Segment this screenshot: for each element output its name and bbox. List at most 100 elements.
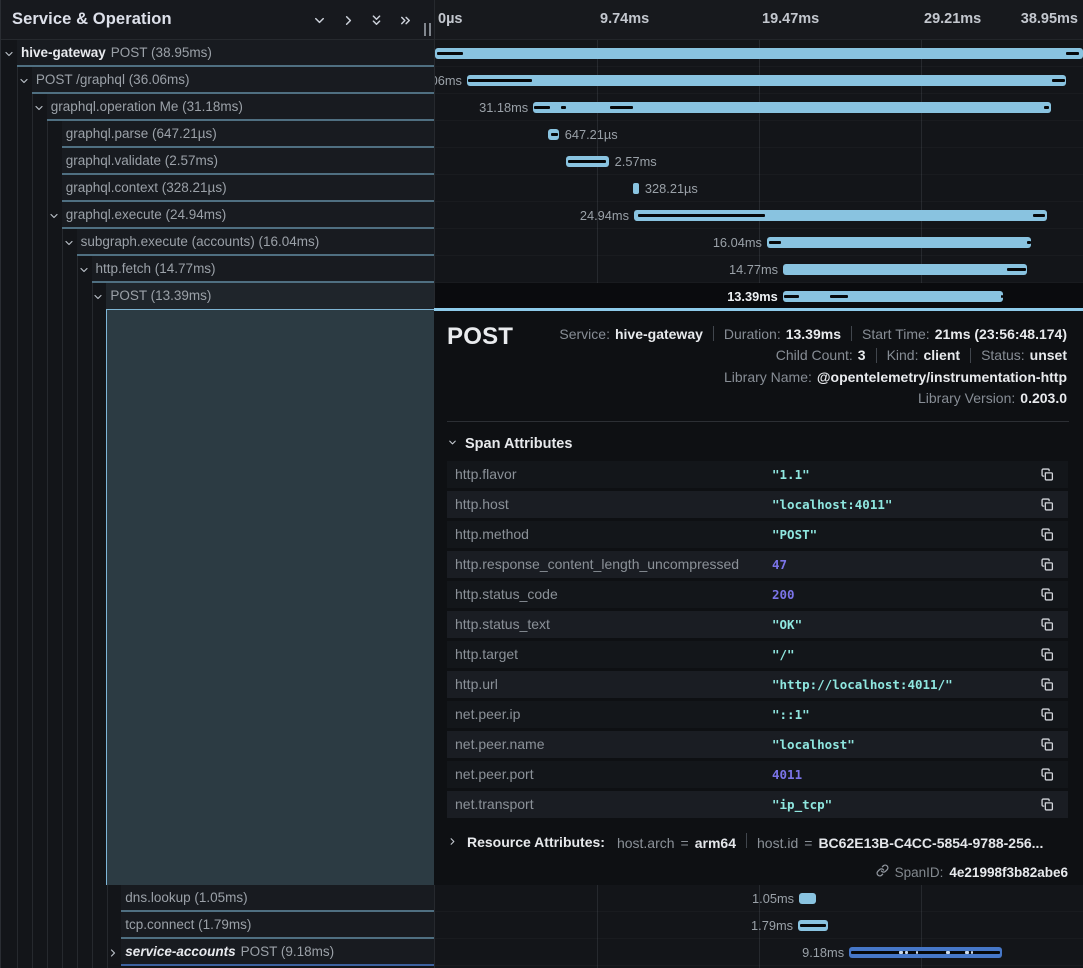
span-attributes-table: http.flavor "1.1" http.host "localhost:4011… [447, 461, 1068, 821]
chevron-right-icon [447, 834, 467, 850]
span-attributes-header[interactable]: Span Attributes [447, 435, 572, 453]
span-row-post-graphql[interactable]: POST /graphql (36.06ms) [31, 67, 434, 94]
span-bar[interactable] [633, 210, 1047, 221]
row-separator [434, 93, 1083, 94]
span-bar[interactable] [799, 893, 817, 904]
resource-attributes-summary: host.arch = arm64 host.id = BC62E13B-C4CC-585… [616, 832, 1043, 851]
timeline-header: 0µs 9.74ms 19.47ms 29.21ms 38.95ms [434, 0, 1083, 40]
span-row-graphql-validate[interactable]: graphql.validate (2.57ms) [61, 148, 434, 175]
copy-icon[interactable] [1041, 648, 1054, 661]
duration-label: 1.79ms [751, 918, 794, 933]
copy-icon[interactable] [1041, 528, 1054, 541]
critical-path-segment [550, 133, 558, 136]
span-detail-title: POST [447, 323, 514, 350]
detail-meta-line: Library Version: 0.203.0 [918, 389, 1067, 408]
service-name: service-accounts [125, 944, 236, 959]
chevron-down-icon[interactable] [78, 264, 90, 276]
duration-label: 9.18ms [802, 945, 845, 960]
attribute-key: http.url [455, 676, 498, 692]
critical-path-segment [436, 52, 463, 55]
span-bar[interactable] [533, 102, 1051, 113]
service-name: hive-gateway [21, 45, 106, 60]
duration-label: 16.04ms [712, 235, 762, 250]
meta-label: Status: [981, 347, 1025, 363]
chevron-down-icon[interactable] [48, 210, 60, 222]
critical-path-segment [567, 160, 607, 163]
meta-value: 13.39ms [785, 325, 841, 342]
chevron-down-icon[interactable] [63, 237, 75, 249]
span-bar[interactable] [435, 48, 1083, 59]
indent-guide [17, 67, 19, 968]
span-bar[interactable] [782, 291, 1004, 302]
duration-label: 14.77ms [728, 262, 779, 277]
span-id-label: SpanID: [894, 864, 944, 880]
span-bar[interactable] [466, 75, 1066, 86]
copy-icon[interactable] [1041, 708, 1054, 721]
child-marker [904, 951, 908, 954]
column-resizer-handle[interactable] [424, 23, 435, 37]
attribute-value: 200 [772, 587, 795, 602]
attribute-row: net.peer.ip "::1" [447, 701, 1068, 728]
span-bar[interactable] [783, 264, 1028, 275]
span-row-label: tcp.connect (1.79ms) [125, 917, 252, 932]
expand-all-icon[interactable] [398, 13, 413, 28]
copy-icon[interactable] [1041, 558, 1054, 571]
chevron-down-icon[interactable] [3, 48, 15, 60]
attribute-key: net.peer.name [455, 736, 545, 752]
span-row-graphql-operation-me[interactable]: graphql.operation Me (31.18ms) [46, 94, 434, 121]
chevron-down-icon[interactable] [33, 102, 45, 114]
equals-sign: = [680, 834, 689, 851]
span-row-post[interactable]: hive-gateway POST (38.95ms) [17, 40, 434, 67]
critical-path-segment [610, 106, 633, 109]
span-row-graphql-context[interactable]: graphql.context (328.21µs) [61, 175, 434, 202]
chevron-right-icon[interactable] [107, 947, 119, 959]
copy-icon[interactable] [1041, 468, 1054, 481]
resource-key: host.arch [616, 834, 675, 851]
link-icon [876, 864, 889, 880]
left-edge-line [0, 0, 1, 968]
names-header-title: Service & Operation [12, 10, 172, 28]
attribute-value: "http://localhost:4011/" [772, 677, 953, 692]
tick-label: 9.74ms [600, 11, 650, 27]
duration-label: 13.39ms [727, 289, 778, 304]
copy-icon[interactable] [1041, 498, 1054, 511]
names-header: Service & Operation [0, 0, 434, 40]
resource-value: arm64 [694, 834, 736, 851]
span-detail-panel: POST Service: hive-gateway Duration: 13.39m… [434, 308, 1083, 885]
row-separator [434, 965, 1083, 966]
critical-path-segment [1052, 79, 1066, 82]
chevron-down-icon[interactable] [18, 75, 30, 87]
span-bar[interactable] [633, 183, 639, 194]
resource-attributes-row[interactable]: Resource Attributes: host.arch = arm64 host… [447, 832, 1043, 851]
span-row-tcp-connect[interactable]: tcp.connect (1.79ms) [121, 912, 434, 939]
span-row-http-fetch[interactable]: http.fetch (14.77ms) [91, 256, 434, 283]
detail-row-accent-block [106, 309, 434, 885]
span-row-subgraph-execute-accounts-[interactable]: subgraph.execute (accounts) (16.04ms) [76, 229, 434, 256]
span-bar[interactable] [766, 237, 1032, 248]
collapse-all-icon[interactable] [369, 13, 384, 28]
chevron-down-icon[interactable] [92, 291, 104, 303]
span-row-post[interactable]: service-accounts POST (9.18ms) [121, 939, 434, 966]
row-separator [434, 120, 1083, 121]
indent-guide [62, 229, 64, 968]
attribute-row: http.url "http://localhost:4011/" [447, 671, 1068, 698]
attribute-row: http.host "localhost:4011" [447, 491, 1068, 518]
span-row-graphql-parse[interactable]: graphql.parse (647.21µs) [61, 121, 434, 148]
collapse-one-icon[interactable] [312, 13, 327, 28]
copy-icon[interactable] [1041, 678, 1054, 691]
copy-icon[interactable] [1041, 768, 1054, 781]
span-row-post[interactable]: POST (13.39ms) [106, 283, 434, 310]
attribute-value: 47 [772, 557, 788, 572]
copy-icon[interactable] [1041, 618, 1054, 631]
expand-one-icon[interactable] [341, 13, 356, 28]
duration-label: 24.94ms [579, 208, 629, 223]
attribute-row: net.transport "ip_tcp" [447, 791, 1068, 818]
span-row-dns-lookup[interactable]: dns.lookup (1.05ms) [121, 885, 434, 912]
row-separator [434, 66, 1083, 67]
copy-icon[interactable] [1041, 588, 1054, 601]
copy-icon[interactable] [1041, 738, 1054, 751]
copy-icon[interactable] [1041, 798, 1054, 811]
span-row-graphql-execute[interactable]: graphql.execute (24.94ms) [61, 202, 434, 229]
critical-path-segment [467, 79, 532, 82]
child-marker [898, 951, 904, 954]
